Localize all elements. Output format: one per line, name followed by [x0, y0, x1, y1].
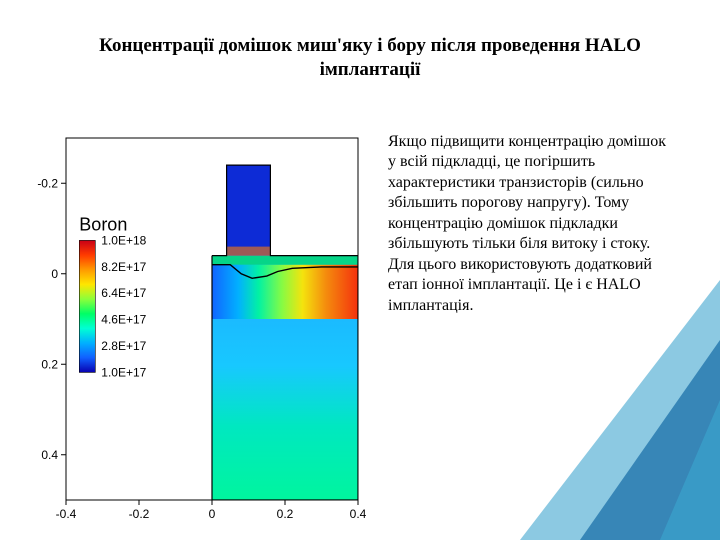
svg-text:0.2: 0.2	[277, 507, 294, 521]
corner-decoration	[460, 280, 720, 540]
svg-text:0.4: 0.4	[350, 507, 367, 521]
svg-text:2.8E+17: 2.8E+17	[101, 339, 146, 353]
svg-text:0: 0	[51, 267, 58, 281]
svg-text:6.4E+17: 6.4E+17	[101, 286, 146, 300]
page-title: Концентрації домішок миш'яку і бору післ…	[60, 34, 680, 82]
svg-text:1.0E+18: 1.0E+18	[101, 233, 146, 247]
svg-text:8.2E+17: 8.2E+17	[101, 260, 146, 274]
svg-text:Boron: Boron	[79, 214, 127, 234]
svg-text:-0.2: -0.2	[37, 176, 58, 190]
svg-text:0: 0	[209, 507, 216, 521]
svg-text:-0.4: -0.4	[56, 507, 77, 521]
boron-concentration-chart: -0.4 -0.2 0 0.2 0.4 -0.2 0 0.2 0.4 Boron1.0E+18 8.…	[18, 128, 368, 528]
svg-text:0.4: 0.4	[41, 448, 58, 462]
svg-text:-0.2: -0.2	[129, 507, 150, 521]
body-text: Якщо підвищити концентрацію домішок у вс…	[388, 132, 673, 316]
svg-text:1.0E+17: 1.0E+17	[101, 365, 146, 379]
svg-text:4.6E+17: 4.6E+17	[101, 313, 146, 327]
svg-text:0.2: 0.2	[41, 357, 58, 371]
